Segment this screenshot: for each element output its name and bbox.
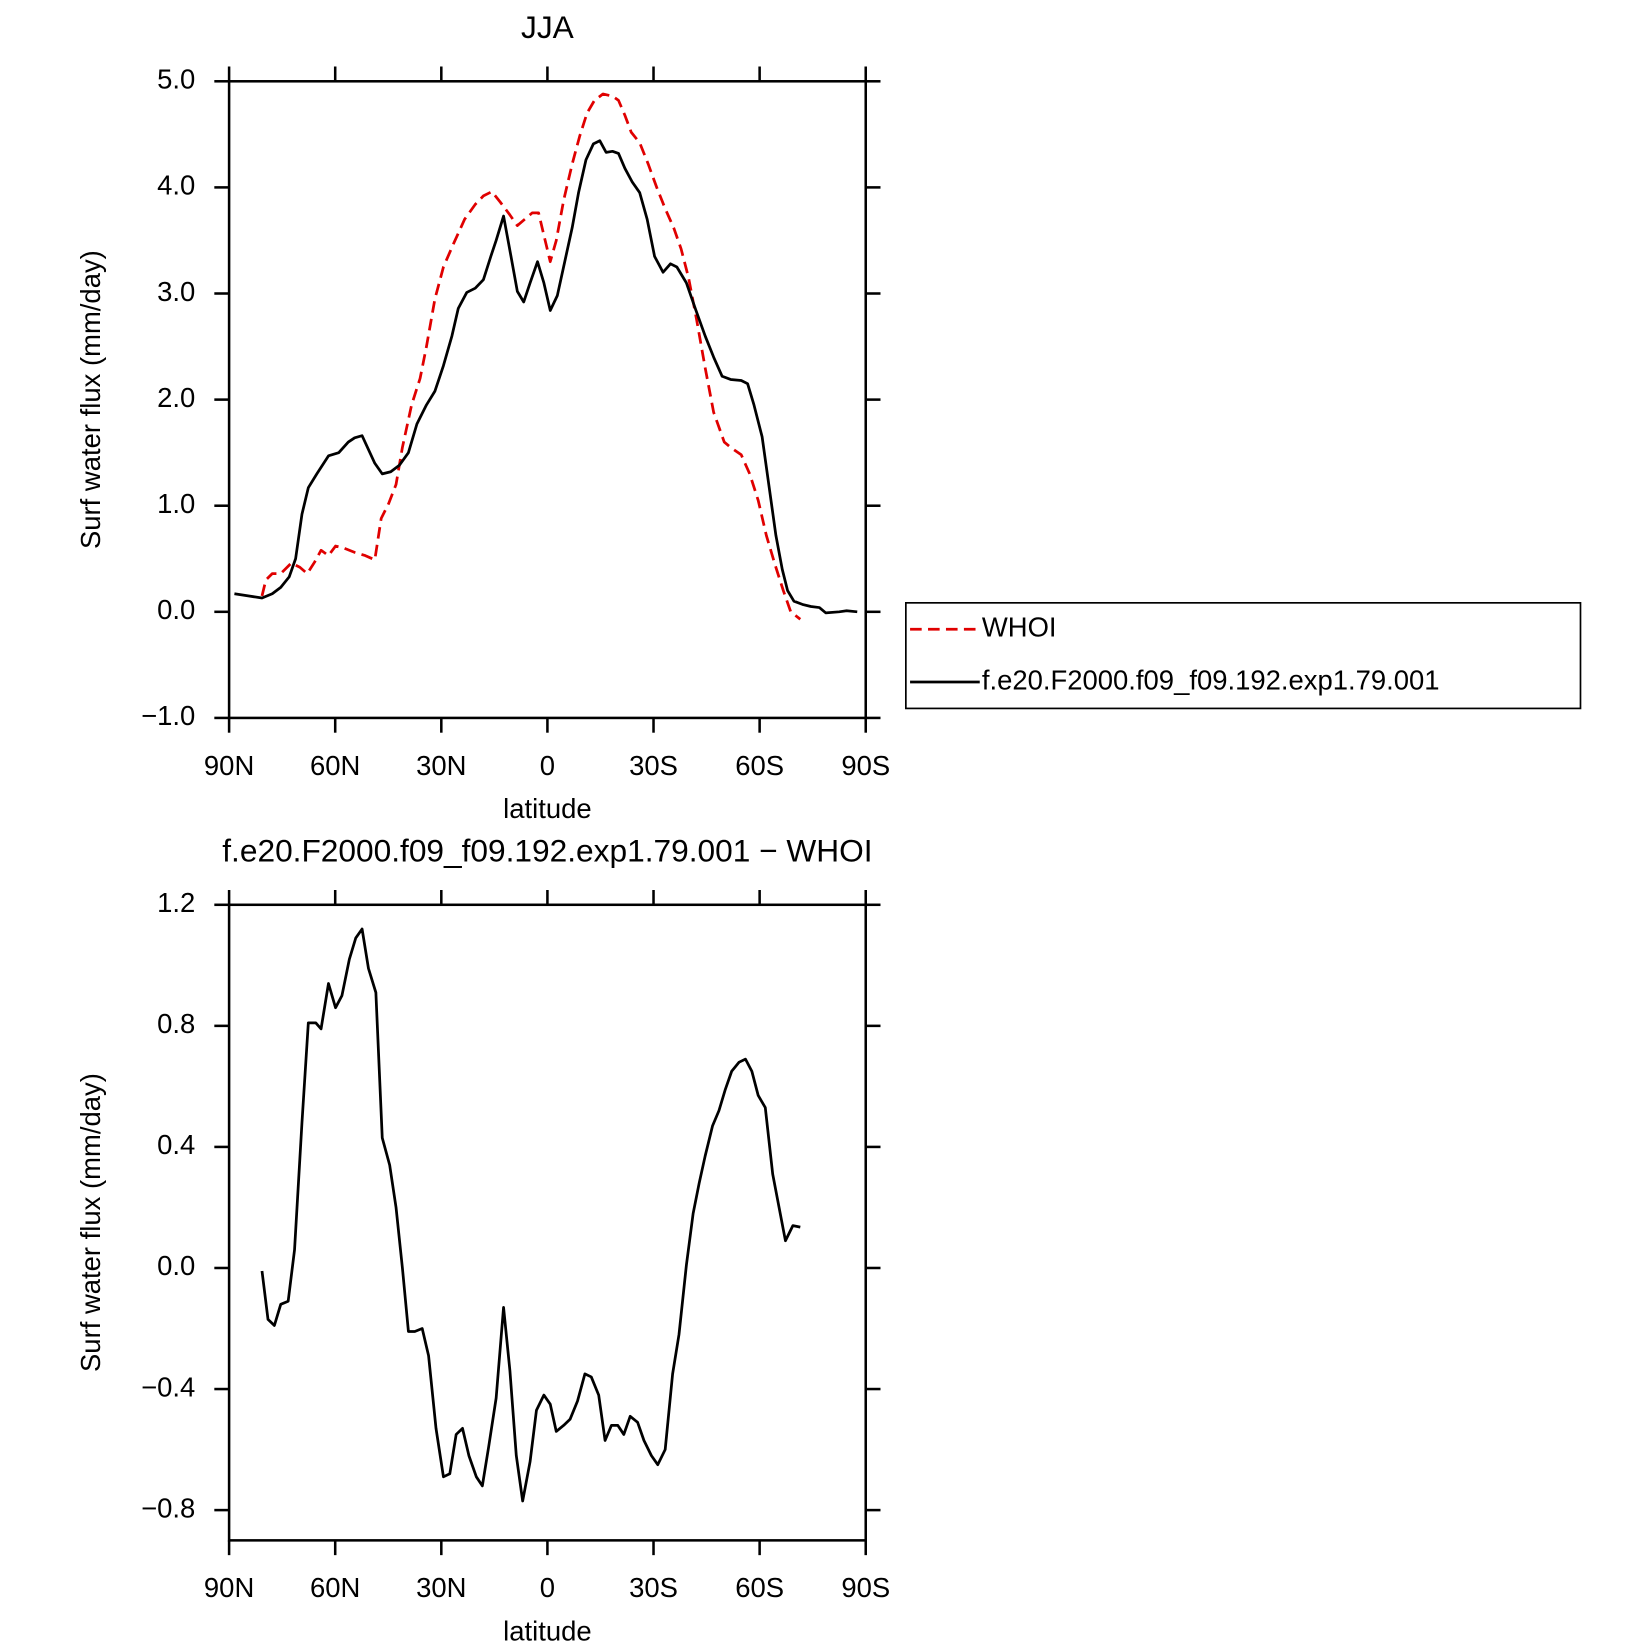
x-tick-label: 30N xyxy=(416,1572,466,1603)
x-tick-label: 90N xyxy=(204,750,254,781)
y-tick-label: 0.0 xyxy=(157,594,195,625)
x-tick-label: 60N xyxy=(310,750,360,781)
x-tick-label: 0 xyxy=(540,750,555,781)
x-tick-label: 90N xyxy=(204,1572,254,1603)
series-line xyxy=(234,139,858,615)
y-tick-label: 0.4 xyxy=(157,1129,195,1160)
y-tick-label: 5.0 xyxy=(157,64,195,95)
y-axis-label: Surf water flux (mm/day) xyxy=(75,1073,106,1372)
series-line xyxy=(260,927,801,1503)
y-tick-label: 4.0 xyxy=(157,170,195,201)
x-tick-label: 90S xyxy=(841,1572,890,1603)
chart-title: f.e20.F2000.f09_f09.192.exp1.79.001 − WH… xyxy=(222,832,872,868)
legend-label: WHOI xyxy=(982,611,1057,642)
y-tick-label: 0.8 xyxy=(157,1008,195,1039)
y-axis-label: Surf water flux (mm/day) xyxy=(75,250,106,549)
legend-label: f.e20.F2000.f09_f09.192.exp1.79.001 xyxy=(982,664,1440,695)
legend-box xyxy=(905,601,1582,710)
y-tick-label: −0.8 xyxy=(141,1492,195,1523)
plot-frame xyxy=(227,80,867,720)
x-tick-label: 60S xyxy=(735,1572,784,1603)
x-axis-label: latitude xyxy=(503,793,591,824)
x-tick-label: 60N xyxy=(310,1572,360,1603)
x-tick-label: 30N xyxy=(416,750,466,781)
x-tick-label: 30S xyxy=(629,1572,678,1603)
x-tick-label: 60S xyxy=(735,750,784,781)
y-tick-label: −1.0 xyxy=(141,700,195,731)
x-tick-label: 30S xyxy=(629,750,678,781)
y-tick-label: 3.0 xyxy=(157,276,195,307)
y-tick-label: 1.0 xyxy=(157,488,195,519)
series-line xyxy=(260,92,802,621)
y-tick-label: 1.2 xyxy=(157,887,195,918)
y-tick-label: 2.0 xyxy=(157,382,195,413)
chart-title: JJA xyxy=(521,9,575,45)
x-axis-label: latitude xyxy=(503,1616,591,1647)
x-tick-label: 90S xyxy=(841,750,890,781)
x-tick-label: 0 xyxy=(540,1572,555,1603)
y-tick-label: 0.0 xyxy=(157,1250,195,1281)
y-tick-label: −0.4 xyxy=(141,1371,195,1402)
